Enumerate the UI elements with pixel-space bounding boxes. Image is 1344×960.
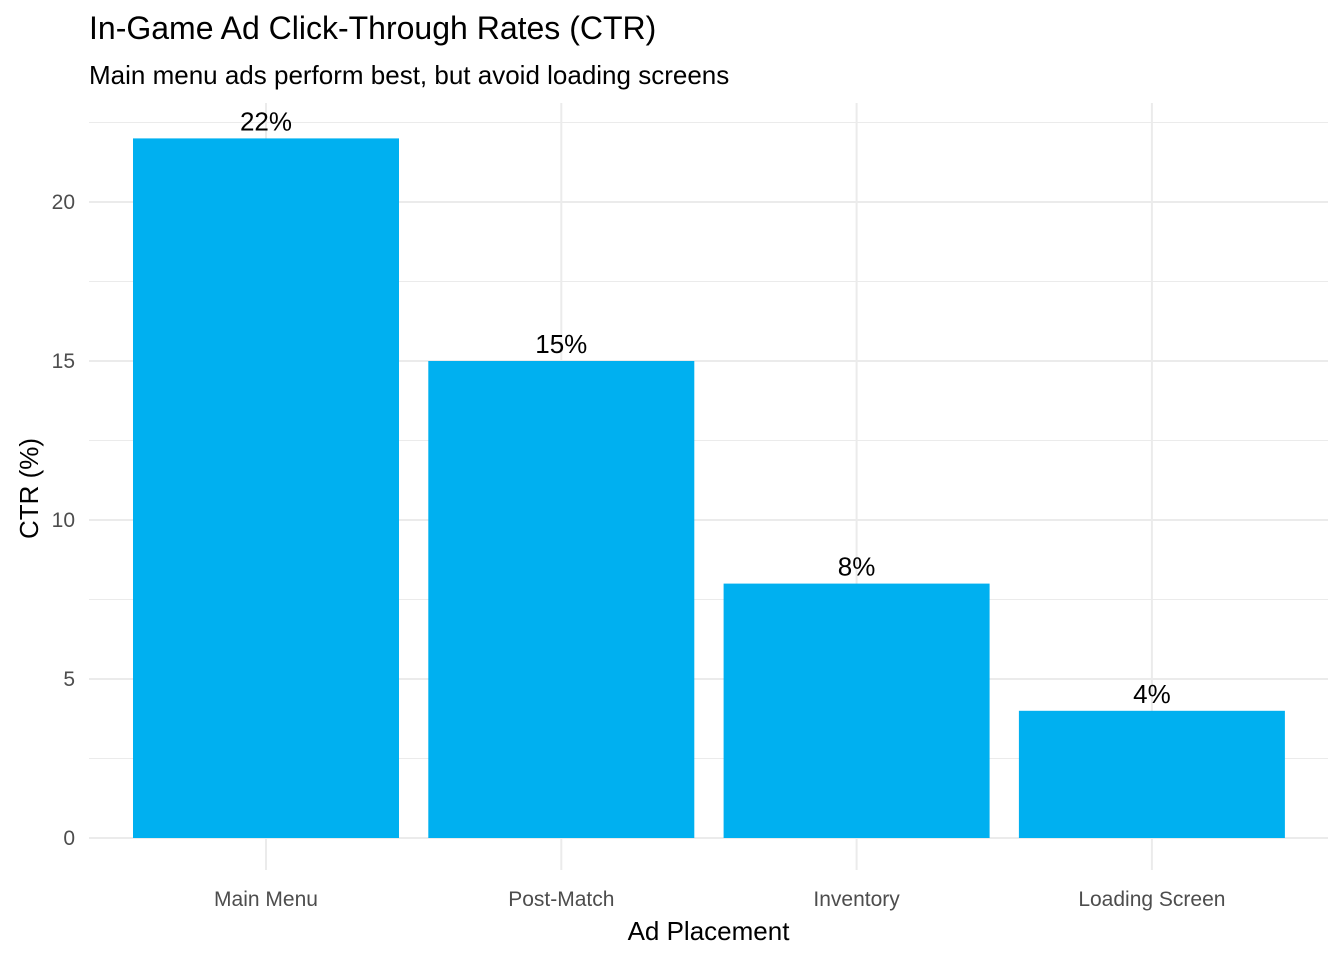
- chart-subtitle: Main menu ads perform best, but avoid lo…: [89, 60, 730, 90]
- bar: [723, 583, 990, 838]
- y-tick-label: 20: [52, 191, 75, 214]
- data-label: 8%: [838, 552, 876, 582]
- y-tick-label: 10: [52, 509, 75, 532]
- x-tick-label: Post-Match: [508, 888, 614, 911]
- x-tick-label: Inventory: [813, 888, 900, 911]
- bar: [133, 138, 399, 838]
- data-label: 4%: [1133, 679, 1171, 709]
- x-axis-title: Ad Placement: [628, 916, 791, 946]
- chart-title: In-Game Ad Click-Through Rates (CTR): [89, 10, 657, 46]
- bar: [428, 361, 695, 838]
- y-axis-title: CTR (%): [14, 438, 44, 539]
- y-tick-label: 5: [63, 668, 75, 691]
- bar: [1018, 710, 1285, 838]
- x-tick-label: Main Menu: [214, 888, 318, 911]
- x-tick-label: Loading Screen: [1078, 888, 1225, 911]
- y-tick-label: 15: [52, 350, 75, 373]
- data-label: 22%: [240, 106, 292, 136]
- data-label: 15%: [535, 329, 587, 359]
- y-tick-label: 0: [63, 827, 75, 850]
